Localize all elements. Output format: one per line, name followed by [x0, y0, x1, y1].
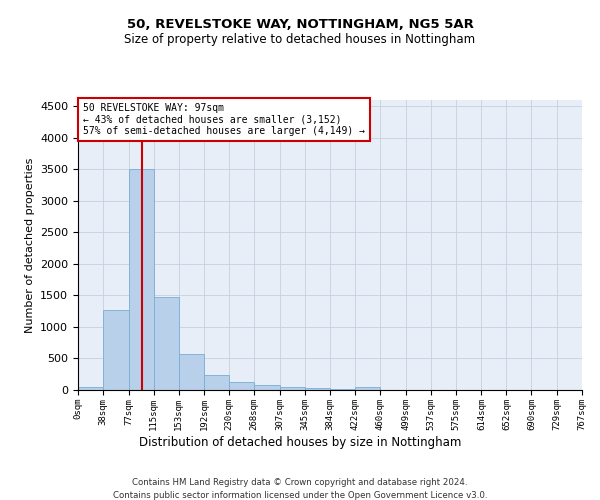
Bar	[229, 382, 254, 390]
Text: Contains public sector information licensed under the Open Government Licence v3: Contains public sector information licen…	[113, 490, 487, 500]
Text: 50, REVELSTOKE WAY, NOTTINGHAM, NG5 5AR: 50, REVELSTOKE WAY, NOTTINGHAM, NG5 5AR	[127, 18, 473, 30]
Text: Size of property relative to detached houses in Nottingham: Size of property relative to detached ho…	[124, 32, 476, 46]
Bar	[331, 388, 355, 390]
Bar	[280, 386, 305, 390]
Text: 50 REVELSTOKE WAY: 97sqm
← 43% of detached houses are smaller (3,152)
57% of sem: 50 REVELSTOKE WAY: 97sqm ← 43% of detach…	[83, 103, 365, 136]
Bar	[204, 375, 229, 390]
Text: Contains HM Land Registry data © Crown copyright and database right 2024.: Contains HM Land Registry data © Crown c…	[132, 478, 468, 487]
Bar	[103, 310, 128, 390]
Bar	[305, 388, 331, 390]
Bar	[355, 388, 380, 390]
Bar	[154, 296, 179, 390]
Bar	[254, 384, 280, 390]
Y-axis label: Number of detached properties: Number of detached properties	[25, 158, 35, 332]
Text: Distribution of detached houses by size in Nottingham: Distribution of detached houses by size …	[139, 436, 461, 449]
Bar	[78, 388, 103, 390]
Bar	[179, 354, 204, 390]
Bar	[128, 170, 154, 390]
